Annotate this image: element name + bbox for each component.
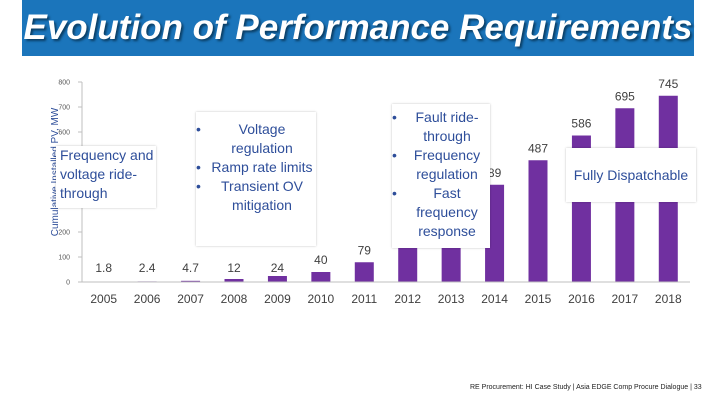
data-label-2018: 745 [658, 77, 678, 91]
data-label-2016: 586 [571, 117, 591, 131]
callout-volt-item: Ramp rate limits [196, 158, 316, 177]
callout-fully-dispatchable: Fully Dispatchable [566, 148, 696, 202]
data-label-2008: 12 [227, 261, 241, 275]
x-tick-label-2009: 2009 [264, 292, 291, 306]
x-tick-label-2008: 2008 [221, 292, 248, 306]
callout-fault-item: Fault ride-through [392, 108, 490, 146]
callout-frequency-voltage: Frequency and voltage ride-through [56, 146, 156, 208]
y-axis-title: Cumulative Installed PV, MW [50, 107, 61, 236]
x-tick-label-2013: 2013 [438, 292, 465, 306]
y-tick-label: 600 [58, 130, 70, 137]
x-tick-label-2017: 2017 [612, 292, 639, 306]
footer-text: RE Procurement: HI Case Study | Asia EDG… [470, 384, 702, 391]
x-tick-label-2015: 2015 [525, 292, 552, 306]
data-label-2010: 40 [314, 253, 328, 267]
y-tick-label: 700 [58, 105, 70, 112]
data-label-2009: 24 [271, 261, 285, 275]
title-banner: Evolution of Performance Requirements [22, 0, 694, 56]
x-tick-label-2016: 2016 [568, 292, 595, 306]
x-tick-label-2014: 2014 [481, 292, 508, 306]
callout-voltage-regulation: Voltage regulation Ramp rate limits Tran… [196, 112, 316, 246]
bar-2011 [354, 262, 374, 282]
x-tick-label-2007: 2007 [177, 292, 204, 306]
callout-fault-item: Frequency regulation [392, 146, 490, 184]
data-label-2005: 1.8 [95, 261, 112, 275]
bar-2010 [311, 272, 331, 282]
y-tick-label: 0 [66, 280, 70, 287]
y-tick-label: 800 [58, 80, 70, 87]
data-label-2007: 4.7 [182, 261, 199, 275]
bar-2008 [224, 279, 244, 282]
callout-frequency-text: Frequency and voltage ride-through [60, 147, 154, 201]
page-title: Evolution of Performance Requirements [23, 8, 693, 47]
data-labels: 1.8 2.4 4.7 12 24 40 79 89 487 586 695 745 [95, 77, 678, 275]
data-label-2011: 79 [358, 243, 372, 257]
bar-2009 [267, 276, 287, 282]
bar-2007 [181, 280, 201, 282]
x-tick-label-2018: 2018 [655, 292, 682, 306]
data-label-2017: 695 [615, 89, 635, 103]
bar-2015 [528, 160, 548, 282]
callout-volt-item: Voltage regulation [196, 120, 316, 158]
x-tick-label-2011: 2011 [351, 292, 377, 306]
x-tick-label-2012: 2012 [394, 292, 421, 306]
callout-fully-text: Fully Dispatchable [573, 166, 689, 183]
data-label-2015: 487 [528, 141, 548, 155]
callout-fault-item: Fast frequency response [392, 184, 490, 241]
data-label-2014: 89 [488, 166, 502, 180]
y-tick-label: 200 [58, 230, 70, 237]
callout-fault-ride-through: Fault ride-through Frequency regulation … [392, 104, 490, 248]
y-tick-label: 100 [58, 255, 70, 262]
x-axis: 2005 2006 2007 2008 2009 2010 2011 2012 2013 2014… [82, 281, 690, 306]
x-tick-label-2005: 2005 [90, 292, 117, 306]
data-label-2006: 2.4 [139, 261, 156, 275]
x-tick-label-2006: 2006 [134, 292, 161, 306]
x-tick-label-2010: 2010 [308, 292, 335, 306]
callout-volt-item: Transient OV mitigation [196, 177, 316, 215]
